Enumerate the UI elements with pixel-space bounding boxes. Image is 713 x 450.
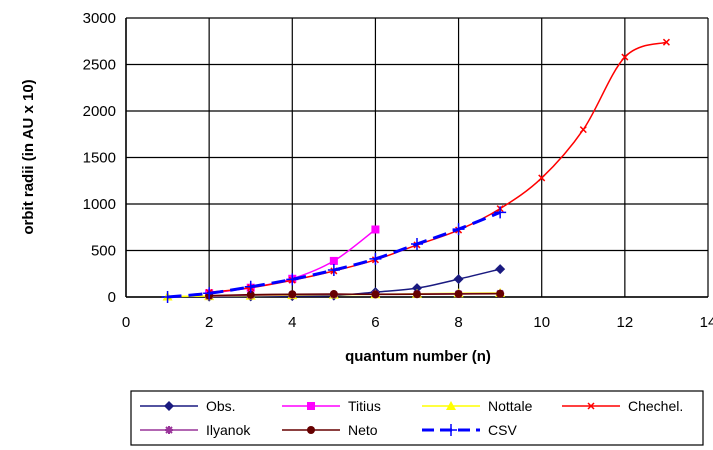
y-tick-label-2: 1000 [83, 196, 116, 213]
point-titius-3 [329, 256, 338, 265]
x-tick-labels: 0 2 4 6 8 10 12 14 [122, 314, 713, 331]
point-chechel-9 [579, 126, 587, 134]
legend-swatch-marker [307, 426, 315, 434]
legend-swatch-marker [587, 402, 595, 410]
x-axis-title: quantum number (n) [345, 348, 491, 365]
point-neto-4 [371, 290, 380, 299]
legend-swatch-marker [165, 426, 173, 434]
point-obs-7 [495, 264, 506, 275]
x-tick-label-0: 0 [122, 314, 130, 331]
series-neto [205, 289, 505, 300]
point-csv-2 [244, 280, 257, 293]
point-neto-3 [329, 290, 338, 299]
legend: Obs. Titius Nottale Chechel. Ilyanok Neto CSV [130, 390, 704, 446]
legend-swatch-marker [445, 424, 457, 436]
legend-swatch-marker [307, 402, 315, 410]
chart-series [161, 38, 670, 303]
legend-item-obs: Obs. [140, 398, 236, 414]
legend-label: Neto [348, 422, 378, 438]
y-axis-title: orbit radii (in AU x 10) [20, 79, 37, 234]
x-tick-label-4: 8 [454, 314, 462, 331]
legend-label: Chechel. [628, 398, 683, 414]
y-tick-label-1: 500 [91, 243, 116, 260]
x-tick-label-3: 6 [371, 314, 379, 331]
legend-swatch-marker [164, 401, 174, 411]
point-csv-5 [369, 252, 382, 265]
point-neto-2 [288, 290, 297, 299]
legend-label: Ilyanok [206, 422, 251, 438]
point-csv-6 [411, 237, 423, 250]
series-csv [161, 206, 507, 303]
legend-box [130, 390, 704, 446]
point-csv-1 [203, 287, 216, 300]
point-chechel-11 [662, 38, 670, 46]
point-csv-7 [452, 223, 465, 236]
legend-item-titius: Titius [282, 398, 381, 414]
series-line-csv [167, 210, 501, 299]
legend-item-csv: CSV [422, 422, 517, 438]
point-csv-4 [327, 264, 340, 277]
legend-label: CSV [488, 422, 517, 438]
y-tick-label-3: 1500 [83, 150, 116, 167]
legend-item-chechel: Chechel. [562, 398, 683, 414]
point-csv-8 [494, 206, 507, 219]
point-chechel-10 [621, 53, 629, 61]
x-tick-label-5: 10 [533, 314, 550, 331]
series-line-chechel [209, 41, 667, 294]
legend-swatch-marker [446, 401, 456, 410]
point-csv-3 [286, 273, 299, 286]
x-tick-label-7: 14 [700, 314, 713, 331]
legend-label: Obs. [206, 398, 236, 414]
legend-label: Titius [348, 398, 381, 414]
point-chechel-8 [538, 174, 546, 182]
y-tick-label-0: 0 [108, 289, 116, 306]
legend-item-ilyanok: Ilyanok [140, 422, 251, 438]
series-chechel [205, 38, 670, 296]
x-tick-label-6: 12 [617, 314, 634, 331]
y-tick-labels: 0 500 1000 1500 2000 2500 3000 [83, 10, 116, 306]
point-neto-6 [454, 290, 463, 299]
point-titius-4 [371, 225, 380, 234]
point-csv-0 [161, 291, 174, 303]
legend-item-neto: Neto [282, 422, 378, 438]
chart-grid [125, 17, 709, 298]
legend-label: Nottale [488, 398, 533, 414]
x-tick-label-1: 2 [205, 314, 213, 331]
y-tick-label-5: 2500 [83, 57, 116, 74]
point-neto-5 [413, 290, 421, 299]
y-tick-label-6: 3000 [83, 10, 116, 27]
point-neto-7 [496, 289, 505, 298]
x-tick-label-2: 4 [288, 314, 296, 331]
legend-item-nottale: Nottale [422, 398, 533, 414]
point-obs-6 [453, 274, 464, 285]
point-neto-1 [246, 290, 255, 299]
y-tick-label-4: 2000 [83, 103, 116, 120]
